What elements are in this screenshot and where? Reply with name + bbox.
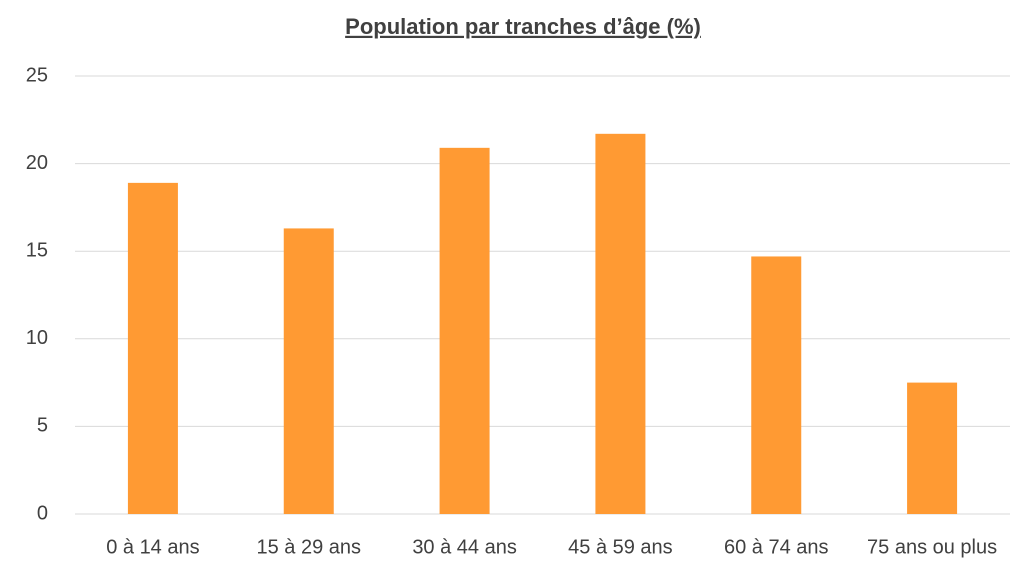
- bar: [439, 147, 490, 514]
- x-tick-label: 75 ans ou plus: [867, 536, 997, 558]
- y-tick-label: 0: [37, 502, 48, 524]
- y-tick-label: 15: [26, 239, 48, 261]
- bar: [595, 133, 646, 515]
- y-tick-label: 25: [26, 64, 48, 86]
- bar: [751, 256, 802, 514]
- bar: [283, 228, 334, 514]
- y-tick-label: 5: [37, 415, 48, 437]
- bar: [127, 182, 178, 514]
- y-tick-label: 10: [26, 327, 48, 349]
- y-tick-label: 20: [26, 152, 48, 174]
- x-tick-label: 15 à 29 ans: [256, 536, 361, 558]
- x-tick-label: 0 à 14 ans: [106, 536, 199, 558]
- bar: [907, 382, 958, 514]
- chart-title: Population par tranches d’âge (%): [345, 14, 701, 39]
- x-tick-label: 60 à 74 ans: [724, 536, 829, 558]
- x-tick-label: 45 à 59 ans: [568, 536, 673, 558]
- x-tick-label: 30 à 44 ans: [412, 536, 517, 558]
